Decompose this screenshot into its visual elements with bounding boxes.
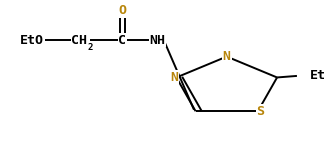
Text: O: O [118,4,126,17]
Text: 2: 2 [87,43,93,52]
Text: NH: NH [149,34,165,47]
Text: N: N [223,50,231,63]
Text: N: N [170,71,178,84]
Text: C: C [118,34,126,47]
Text: S: S [257,105,264,118]
Text: EtO: EtO [20,34,43,47]
Text: CH: CH [71,34,87,47]
Text: Et: Et [310,69,326,82]
